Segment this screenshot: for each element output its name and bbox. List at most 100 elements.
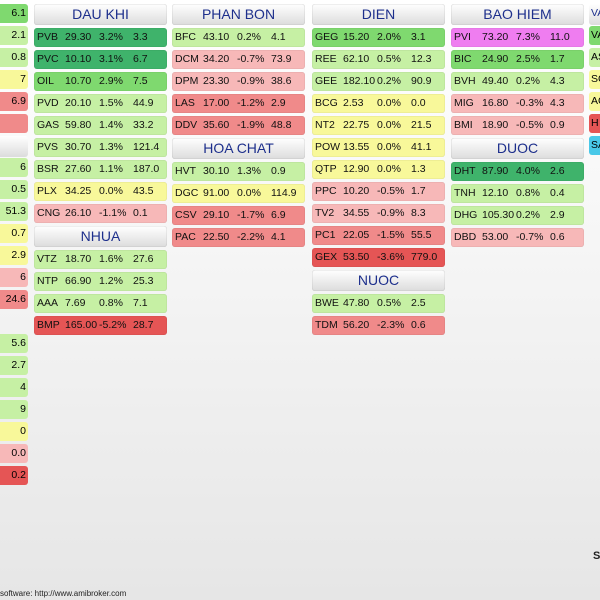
stock-row-mig[interactable]: MIG 16.80 -0.3% 4.3 <box>451 94 584 113</box>
stock-row-oil[interactable]: OIL 10.70 2.9% 7.5 <box>34 72 167 91</box>
stock-row-hvt[interactable]: HVT 30.10 1.3% 0.9 <box>172 162 305 181</box>
stock-row-bsr[interactable]: BSR 27.60 1.1% 187.0 <box>34 160 167 179</box>
sector-header-hoa-chat[interactable]: HOA CHAT <box>172 138 305 159</box>
change-percent: -0.9% <box>237 75 265 87</box>
stock-row-gee[interactable]: GEE 182.10 0.2% 90.9 <box>312 72 445 91</box>
stock-row-partial[interactable]: AG <box>589 92 600 111</box>
stock-row-partial[interactable] <box>0 114 28 133</box>
ticker-symbol: POW <box>315 141 341 153</box>
stock-row-dgc[interactable]: DGC 91.00 0.0% 114.9 <box>172 184 305 203</box>
stock-row-bic[interactable]: BIC 24.90 2.5% 1.7 <box>451 50 584 69</box>
stock-row-pac[interactable]: PAC 22.50 -2.2% 4.1 <box>172 228 305 247</box>
sector-header-duoc[interactable]: DUOC <box>451 138 584 159</box>
sector-header-nhua[interactable]: NHUA <box>34 226 167 247</box>
stock-row-partial[interactable]: 6.9 <box>0 92 28 111</box>
stock-row-dhg[interactable]: DHG 105.30 0.2% 2.9 <box>451 206 584 225</box>
sector-header-dien[interactable]: DIEN <box>312 4 445 25</box>
stock-row-las[interactable]: LAS 17.00 -1.2% 2.9 <box>172 94 305 113</box>
stock-row-partial[interactable]: 24.6 <box>0 290 28 309</box>
change-percent: 0.5% <box>377 53 401 65</box>
change-percent: 1.4% <box>99 119 123 131</box>
stock-row-gex[interactable]: GEX 53.50 -3.6% 779.0 <box>312 248 445 267</box>
stock-row-partial[interactable]: 6 <box>0 158 28 177</box>
sector-header-dau-khi[interactable]: DAU KHI <box>34 4 167 25</box>
stock-row-pvc[interactable]: PVC 10.10 3.1% 6.7 <box>34 50 167 69</box>
stock-row-ppc[interactable]: PPC 10.20 -0.5% 1.7 <box>312 182 445 201</box>
partial-value: 0.0 <box>11 447 26 459</box>
stock-row-partial[interactable]: 9 <box>0 400 28 419</box>
stock-row-vtz[interactable]: VTZ 18.70 1.6% 27.6 <box>34 250 167 269</box>
stock-row-plx[interactable]: PLX 34.25 0.0% 43.5 <box>34 182 167 201</box>
stock-row-partial[interactable]: 51.3 <box>0 202 28 221</box>
stock-row-partial[interactable]: 4 <box>0 378 28 397</box>
stock-row-nt2[interactable]: NT2 22.75 0.0% 21.5 <box>312 116 445 135</box>
stock-row-pvd[interactable]: PVD 20.10 1.5% 44.9 <box>34 94 167 113</box>
stock-row-partial[interactable]: 0.7 <box>0 224 28 243</box>
stock-row-pc1[interactable]: PC1 22.05 -1.5% 55.5 <box>312 226 445 245</box>
stock-row-bwe[interactable]: BWE 47.80 0.5% 2.5 <box>312 294 445 313</box>
change-percent: 1.6% <box>99 253 123 265</box>
stock-row-partial[interactable]: H <box>589 114 600 133</box>
partial-value: 2.1 <box>11 29 26 41</box>
stock-row-bcg[interactable]: BCG 2.53 0.0% 0.0 <box>312 94 445 113</box>
stock-row-tnh[interactable]: TNH 12.10 0.8% 0.4 <box>451 184 584 203</box>
stock-row-bmp[interactable]: BMP 165.00 -5.2% 28.7 <box>34 316 167 335</box>
stock-row-partial[interactable]: 2.1 <box>0 26 28 45</box>
stock-row-geg[interactable]: GEG 15.20 2.0% 3.1 <box>312 28 445 47</box>
stock-row-partial[interactable]: 6.1 <box>0 4 28 23</box>
stock-row-partial[interactable]: 0 <box>0 422 28 441</box>
stock-row-partial[interactable]: 0.2 <box>0 466 28 485</box>
ticker-symbol: OIL <box>37 75 54 87</box>
stock-row-dpm[interactable]: DPM 23.30 -0.9% 38.6 <box>172 72 305 91</box>
stock-row-dcm[interactable]: DCM 34.20 -0.7% 73.9 <box>172 50 305 69</box>
stock-row-gas[interactable]: GAS 59.80 1.4% 33.2 <box>34 116 167 135</box>
stock-row-partial[interactable]: 6 <box>0 268 28 287</box>
price-value: 29.30 <box>65 31 92 43</box>
stock-row-partial[interactable]: AS <box>589 48 600 67</box>
stock-row-pow[interactable]: POW 13.55 0.0% 41.1 <box>312 138 445 157</box>
sector-header-partial[interactable]: VA <box>589 4 600 25</box>
stock-row-ree[interactable]: REE 62.10 0.5% 12.3 <box>312 50 445 69</box>
sector-header-phan-bon[interactable]: PHAN BON <box>172 4 305 25</box>
stock-row-bvh[interactable]: BVH 49.40 0.2% 4.3 <box>451 72 584 91</box>
ticker-symbol: NT2 <box>315 119 335 131</box>
stock-row-partial[interactable]: VA <box>589 26 600 45</box>
ticker-symbol: PVI <box>454 31 471 43</box>
ticker-symbol: REE <box>315 53 337 65</box>
stock-row-pvb[interactable]: PVB 29.30 3.2% 3.3 <box>34 28 167 47</box>
stock-row-pvi[interactable]: PVI 73.20 7.3% 11.0 <box>451 28 584 47</box>
stock-row-partial[interactable]: 0.8 <box>0 48 28 67</box>
stock-row-cng[interactable]: CNG 26.10 -1.1% 0.1 <box>34 204 167 223</box>
stock-row-partial[interactable]: SC <box>589 70 600 89</box>
stock-row-bmi[interactable]: BMI 18.90 -0.5% 0.9 <box>451 116 584 135</box>
partial-value: 0.5 <box>11 183 26 195</box>
stock-row-partial[interactable]: SA <box>589 136 600 155</box>
stock-row-partial[interactable]: 0.5 <box>0 180 28 199</box>
stock-row-pvs[interactable]: PVS 30.70 1.3% 121.4 <box>34 138 167 157</box>
corner-badge: S <box>593 550 600 562</box>
partial-value: 0.8 <box>11 51 26 63</box>
sector-header-bao-hiem[interactable]: BAO HIEM <box>451 4 584 25</box>
stock-row-aaa[interactable]: AAA 7.69 0.8% 7.1 <box>34 294 167 313</box>
stock-row-partial[interactable]: 2.7 <box>0 356 28 375</box>
stock-row-partial[interactable]: 2.9 <box>0 246 28 265</box>
stock-row-partial[interactable]: 0.0 <box>0 444 28 463</box>
stock-row-csv[interactable]: CSV 29.10 -1.7% 6.9 <box>172 206 305 225</box>
sector-header-nuoc[interactable]: NUOC <box>312 270 445 291</box>
stock-row-dht[interactable]: DHT 87.90 4.0% 2.6 <box>451 162 584 181</box>
stock-row-partial[interactable]: 7 <box>0 70 28 89</box>
stock-row-dbd[interactable]: DBD 53.00 -0.7% 0.6 <box>451 228 584 247</box>
partial-value: H <box>591 117 599 129</box>
volume-value: 4.3 <box>550 75 565 87</box>
volume-value: 6.9 <box>271 209 286 221</box>
stock-row-qtp[interactable]: QTP 12.90 0.0% 1.3 <box>312 160 445 179</box>
stock-row-tdm[interactable]: TDM 56.20 -2.3% 0.6 <box>312 316 445 335</box>
sector-header-partial[interactable] <box>0 136 28 157</box>
stock-row-ddv[interactable]: DDV 35.60 -1.9% 48.8 <box>172 116 305 135</box>
change-percent: -3.6% <box>377 251 405 263</box>
sector-column: PHAN BON BFC 43.10 0.2% 4.1 DCM 34.20 -0.7% 73.9… <box>172 4 305 250</box>
stock-row-ntp[interactable]: NTP 66.90 1.2% 25.3 <box>34 272 167 291</box>
stock-row-tv2[interactable]: TV2 34.55 -0.9% 8.3 <box>312 204 445 223</box>
stock-row-bfc[interactable]: BFC 43.10 0.2% 4.1 <box>172 28 305 47</box>
stock-row-partial[interactable]: 5.6 <box>0 334 28 353</box>
